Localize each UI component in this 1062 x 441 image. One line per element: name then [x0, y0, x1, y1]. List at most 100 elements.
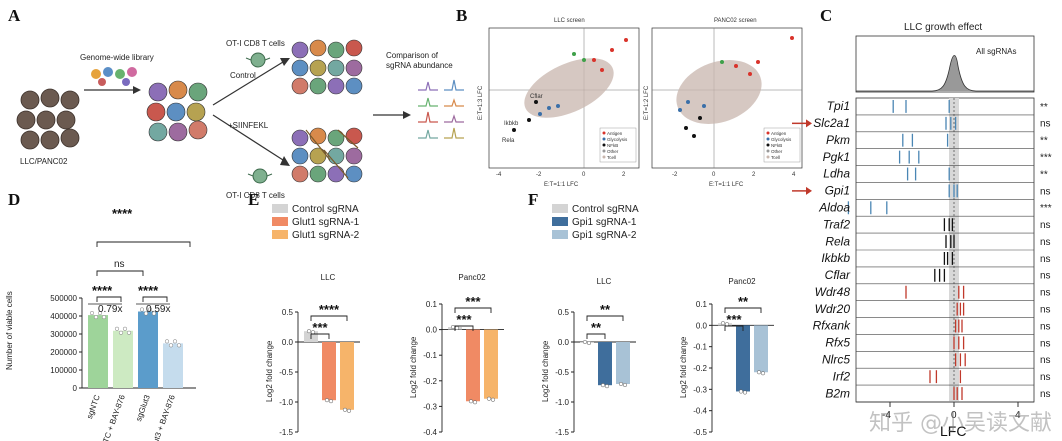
panc-highlight-points — [678, 36, 794, 138]
d-bar — [88, 315, 108, 388]
d-bar — [113, 330, 133, 388]
d-point — [176, 343, 182, 348]
panel-d-label: D — [8, 190, 21, 209]
gene-label: Traf2 — [823, 217, 850, 231]
data-point — [306, 329, 312, 334]
panel-b-scatter: LLC screen Rela Ikbkb Cflar Antigen Glyc… — [478, 18, 803, 188]
data-point — [472, 400, 478, 405]
ytick-label: -0.5 — [693, 428, 707, 437]
d-ytick: 500000 — [50, 294, 77, 303]
gene-sig: ns — [1040, 372, 1051, 383]
data-point — [490, 397, 496, 402]
d-point — [172, 339, 178, 344]
d-ytick: 100000 — [50, 366, 77, 375]
llc-highlight-points — [512, 38, 628, 132]
bar — [484, 329, 498, 399]
panc-legend-box: Antigen Glycolysis NFkB Other Tcell — [763, 127, 801, 163]
gene-sig: ns — [1040, 237, 1051, 248]
ytick-label: -1.0 — [279, 398, 293, 407]
data-point — [600, 383, 606, 388]
sig-label: *** — [312, 320, 328, 335]
d-ytick: 300000 — [50, 330, 77, 339]
tcells-bottom-label: OT-I CD8 T cells — [226, 191, 285, 200]
d-ytick: 400000 — [50, 312, 77, 321]
gene-sig: ns — [1040, 271, 1051, 282]
svg-text:-2: -2 — [536, 172, 542, 178]
ytick-label: 0.0 — [282, 338, 294, 347]
d-bar — [138, 311, 158, 388]
d-point — [114, 326, 120, 331]
gene-row-ldha: Ldha ** — [823, 165, 1048, 181]
gene-sig: ns — [1040, 321, 1051, 332]
sig-label: ** — [738, 294, 749, 309]
gene-sig: ns — [1040, 119, 1051, 130]
gene-label: Irf2 — [833, 369, 851, 383]
transduced-cells-icon — [146, 80, 208, 142]
panel-b-label: B — [456, 6, 468, 25]
tcells-top-label: OT-I CD8 T cells — [226, 39, 285, 48]
d-point — [164, 339, 170, 344]
d-category: sgNTC — [85, 393, 102, 420]
cells-label: LLC/PANC02 — [20, 157, 68, 166]
gene-sig: ns — [1040, 304, 1051, 315]
siinfekl-label: +SIINFEKL — [228, 121, 269, 130]
data-point — [486, 396, 492, 401]
d-point — [168, 343, 174, 348]
svg-text:Glycolysis: Glycolysis — [771, 137, 792, 142]
gene-sig: ns — [1040, 220, 1051, 231]
bar — [736, 325, 750, 392]
gene-sig: ** — [1040, 136, 1048, 147]
llc-ikbkb-annot: Ikbkb — [504, 121, 519, 127]
data-point — [618, 381, 624, 387]
gene-sig: ns — [1040, 389, 1051, 400]
gene-label: Rela — [825, 234, 850, 248]
control-cells-icon — [291, 39, 363, 95]
gene-label: Gpi1 — [825, 184, 850, 198]
svg-text:Antigen: Antigen — [607, 131, 623, 136]
ytick-label: -0.2 — [693, 364, 707, 373]
panel-c-xlabel: LFC — [940, 423, 966, 439]
gene-label: Nlrc5 — [822, 352, 850, 366]
legend-label: Control sgRNA — [292, 204, 359, 215]
legend-swatch — [552, 217, 568, 226]
d-sig-ns: ns — [114, 259, 125, 270]
gene-row-nlrc5: Nlrc5 ns — [822, 351, 1051, 366]
bar — [754, 325, 768, 373]
gene-label: Pgk1 — [823, 150, 850, 164]
data-point — [738, 389, 744, 394]
d-sig-right: **** — [138, 283, 159, 298]
ytick-label: -1.0 — [555, 398, 569, 407]
data-point — [756, 370, 762, 375]
panel-f-label: F — [528, 190, 539, 209]
gene-label: Slc2a1 — [813, 116, 850, 130]
d-point — [143, 311, 149, 316]
ytick-label: -0.1 — [693, 343, 707, 352]
svg-text:Tcell: Tcell — [771, 155, 780, 160]
d-point — [139, 307, 145, 312]
ytick-label: 0.0 — [558, 338, 570, 347]
gene-row-pkm: Pkm ** — [826, 131, 1048, 147]
ytick-label: -0.5 — [555, 368, 569, 377]
panel-c-title: LLC growth effect — [904, 22, 982, 33]
legend-label: Glut1 sgRNA-2 — [292, 230, 360, 241]
gene-label: Aldoa — [818, 200, 850, 214]
llc-xlabel: E:T=1:1 LFC — [544, 182, 579, 188]
svg-text:NFkB: NFkB — [607, 143, 618, 148]
panc-xlabel: E:T=1:1 LFC — [709, 182, 744, 188]
gene-row-traf2: Traf2 ns — [823, 215, 1051, 231]
bar — [340, 342, 354, 410]
ytick-label: -1.5 — [279, 428, 293, 437]
svg-text:-4: -4 — [882, 410, 891, 421]
d-category: sgNTC + BAY-876 — [96, 393, 127, 441]
panel-d-chart: Number of viable cells 0 100000 200000 3000… — [5, 206, 196, 441]
legend-label: Gpi1 sgRNA-2 — [572, 230, 637, 241]
d-ytick: 0 — [73, 384, 78, 393]
svg-text:-4: -4 — [496, 172, 502, 178]
comparison-line2: sgRNA abundance — [386, 61, 453, 70]
d-point — [126, 330, 132, 335]
panc-screen-title: PANC02 screen — [714, 18, 757, 24]
gene-label: Ikbkb — [821, 251, 850, 265]
data-point — [324, 398, 330, 403]
llc-cflar-annot: Cflar — [530, 94, 543, 100]
gene-label: B2m — [825, 386, 850, 400]
